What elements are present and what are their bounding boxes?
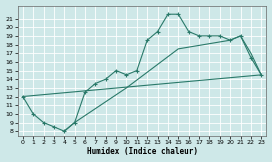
X-axis label: Humidex (Indice chaleur): Humidex (Indice chaleur) <box>86 147 197 156</box>
